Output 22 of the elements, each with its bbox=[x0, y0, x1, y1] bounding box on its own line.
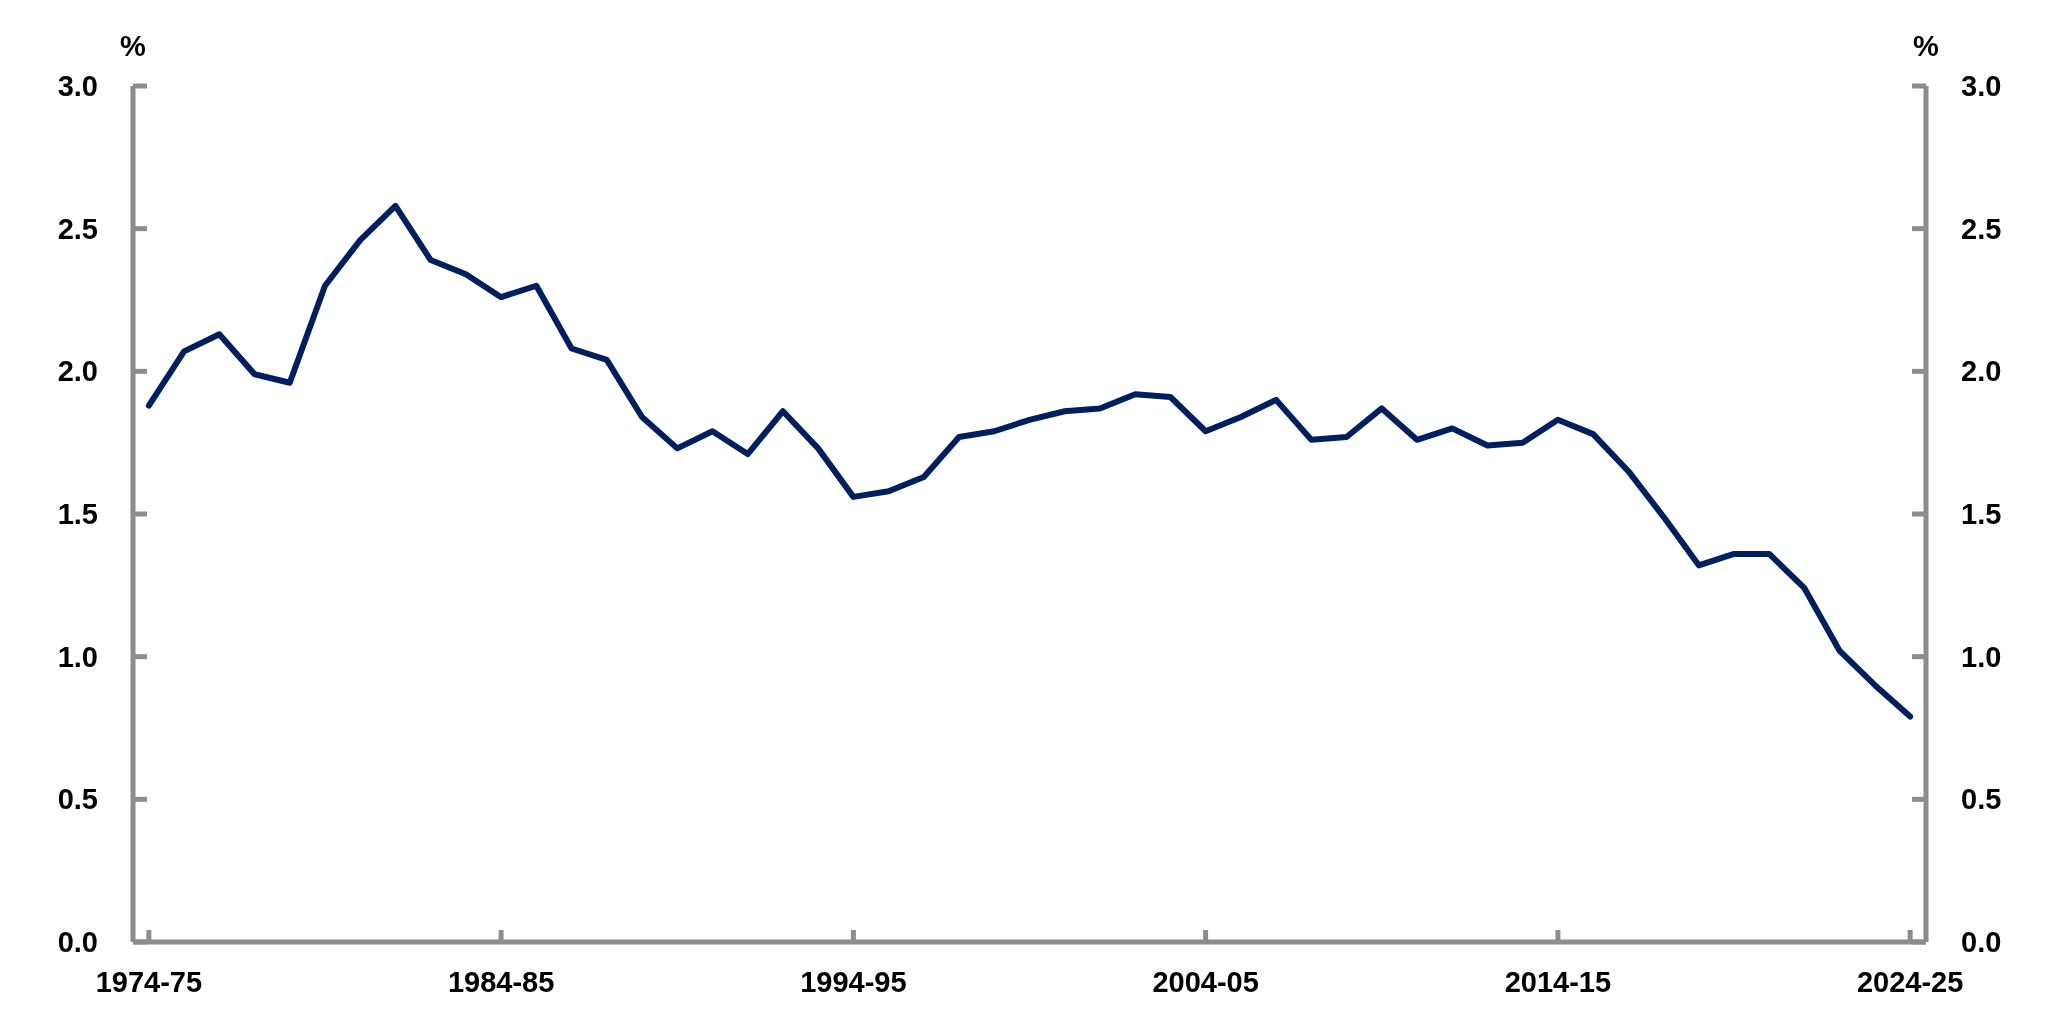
y2-tick-label: 2.0 bbox=[1961, 355, 2002, 388]
x-tick-label: 1994-95 bbox=[800, 966, 907, 998]
x-tick-label: 2024-25 bbox=[1856, 966, 1964, 998]
y2-tick-label: 0.0 bbox=[1961, 926, 2002, 959]
y2-tick-label: 1.0 bbox=[1961, 640, 2002, 673]
x-tick-label: 2014-15 bbox=[1504, 966, 1612, 998]
y-tick-label: 1.5 bbox=[57, 498, 98, 531]
y-tick-label: 1.0 bbox=[57, 640, 98, 673]
y-tick-label: 3.0 bbox=[57, 70, 98, 103]
y-tick-label: 2.0 bbox=[57, 355, 98, 388]
y2-tick-label: 2.5 bbox=[1961, 212, 2002, 245]
y2-tick-label: 3.0 bbox=[1961, 70, 2002, 103]
x-tick-label: 1984-85 bbox=[447, 966, 555, 998]
y-tick-label: 2.5 bbox=[57, 212, 98, 245]
y2-axis-title: % bbox=[1913, 30, 1940, 62]
y2-tick-label: 0.5 bbox=[1961, 783, 2002, 816]
x-tick-label: 2004-05 bbox=[1152, 966, 1259, 998]
y-tick-label: 0.0 bbox=[57, 926, 98, 959]
y2-tick-label: 1.5 bbox=[1961, 498, 2002, 531]
x-tick-label: 1974-75 bbox=[95, 966, 203, 998]
y-tick-label: 0.5 bbox=[57, 783, 98, 816]
y-axis-title: % bbox=[120, 30, 147, 62]
